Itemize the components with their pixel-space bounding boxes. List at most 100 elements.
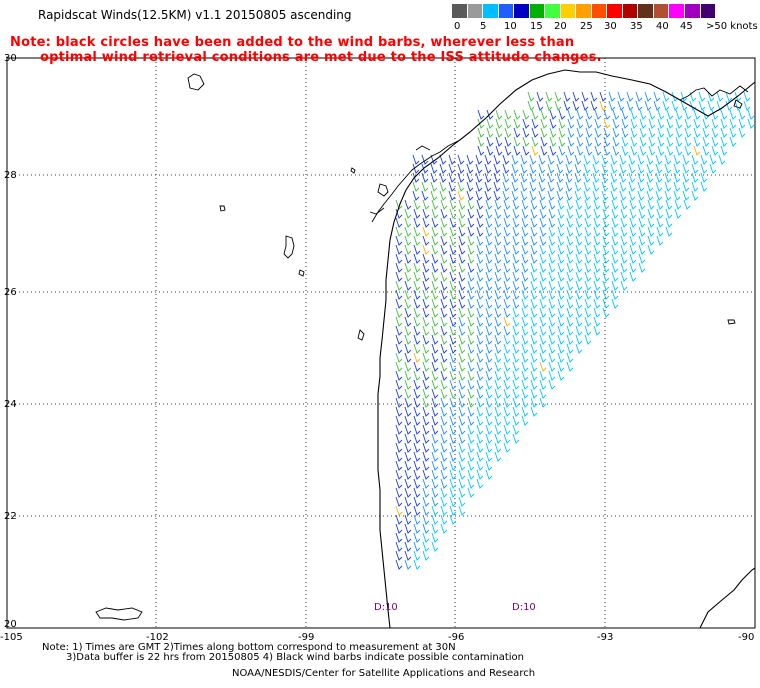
wind-barb xyxy=(404,253,412,264)
wind-barb xyxy=(666,145,674,156)
wind-barb xyxy=(512,253,520,264)
wind-barb xyxy=(512,316,520,327)
wind-barb xyxy=(413,316,421,327)
wind-barb xyxy=(545,100,553,111)
wind-barb xyxy=(413,424,421,435)
wind-barb xyxy=(629,244,637,255)
wind-barb xyxy=(684,136,692,147)
wind-barb xyxy=(395,271,403,282)
wind-barb xyxy=(395,433,403,444)
wind-barb xyxy=(449,514,457,525)
wind-barb xyxy=(449,253,457,264)
wind-barb xyxy=(584,271,592,282)
wind-barb xyxy=(611,226,619,237)
wind-barb xyxy=(495,109,503,120)
wind-barb xyxy=(621,118,629,129)
wind-barb xyxy=(494,271,502,282)
wind-barb xyxy=(729,109,737,120)
lat-label-20: 20 xyxy=(4,619,17,630)
wind-barb xyxy=(611,244,619,255)
wind-barb xyxy=(538,154,546,165)
wind-barb xyxy=(521,199,529,210)
wind-barb xyxy=(404,208,412,219)
wind-barb xyxy=(601,163,609,174)
wind-barb xyxy=(629,226,637,237)
wind-barb xyxy=(448,190,456,201)
wind-barb xyxy=(404,334,412,345)
wind-barb xyxy=(566,244,574,255)
wind-barb xyxy=(610,154,618,165)
wind-barb xyxy=(594,145,602,156)
wind-barb xyxy=(395,325,403,336)
scale-label: 20 xyxy=(554,21,567,32)
wind-barb xyxy=(395,424,403,435)
wind-barb xyxy=(711,136,719,147)
wind-barb xyxy=(440,505,448,516)
wind-barb xyxy=(549,136,557,147)
wind-barb xyxy=(693,136,701,147)
wind-barb xyxy=(422,316,430,327)
wind-barb xyxy=(504,136,512,147)
wind-barb xyxy=(539,343,547,354)
wind-barb xyxy=(440,460,448,471)
wind-barb xyxy=(512,370,520,381)
wind-barb xyxy=(467,235,475,246)
wind-barb xyxy=(620,217,628,228)
wind-barb xyxy=(494,298,502,309)
wind-barb xyxy=(476,406,484,417)
wind-barb xyxy=(467,469,475,480)
wind-barb xyxy=(563,100,571,111)
wind-barb xyxy=(404,478,412,489)
wind-barb xyxy=(592,154,600,165)
wind-barb xyxy=(413,415,421,426)
wind-barb xyxy=(557,343,565,354)
wind-barb xyxy=(431,451,439,462)
wind-barb xyxy=(512,406,520,417)
time-label-1: D:10 xyxy=(374,602,398,613)
wind-barb xyxy=(449,199,457,210)
wind-barb xyxy=(467,352,475,363)
wind-barb xyxy=(404,559,412,570)
wind-barb xyxy=(653,100,661,111)
wind-barb xyxy=(439,154,447,165)
wind-barb xyxy=(593,199,601,210)
wind-barb xyxy=(422,469,430,480)
wind-barb xyxy=(395,541,403,552)
wind-barb xyxy=(431,469,439,480)
wind-barb xyxy=(610,190,618,201)
wind-barb xyxy=(449,244,457,255)
wind-barb xyxy=(646,154,654,165)
wind-barb xyxy=(412,172,420,183)
wind-barb xyxy=(521,271,529,282)
wind-barb xyxy=(575,244,583,255)
wind-barb xyxy=(521,415,529,426)
wind-barb xyxy=(485,415,493,426)
wind-barb xyxy=(601,172,609,183)
wind-barb xyxy=(395,451,403,462)
wind-barb xyxy=(449,424,457,435)
wind-barb xyxy=(476,478,484,489)
wind-barb xyxy=(422,523,430,534)
wind-barb xyxy=(395,226,403,237)
wind-barb xyxy=(494,397,502,408)
wind-barb xyxy=(574,163,582,174)
wind-barb xyxy=(520,154,528,165)
wind-barb xyxy=(440,442,448,453)
wind-barb xyxy=(467,460,475,471)
wind-barb xyxy=(404,199,412,210)
wind-barb xyxy=(574,190,582,201)
wind-barb xyxy=(503,199,511,210)
wind-barb xyxy=(530,334,538,345)
wind-barb xyxy=(657,136,665,147)
wind-barb xyxy=(566,334,574,345)
wind-barb xyxy=(495,145,503,156)
wind-barb xyxy=(449,325,457,336)
wind-barb xyxy=(702,118,710,129)
wind-barb xyxy=(422,253,430,264)
wind-barb xyxy=(413,505,421,516)
wind-barb xyxy=(440,352,448,363)
wind-barb xyxy=(566,280,574,291)
scale-label: 25 xyxy=(580,21,593,32)
wind-barb xyxy=(691,163,699,174)
